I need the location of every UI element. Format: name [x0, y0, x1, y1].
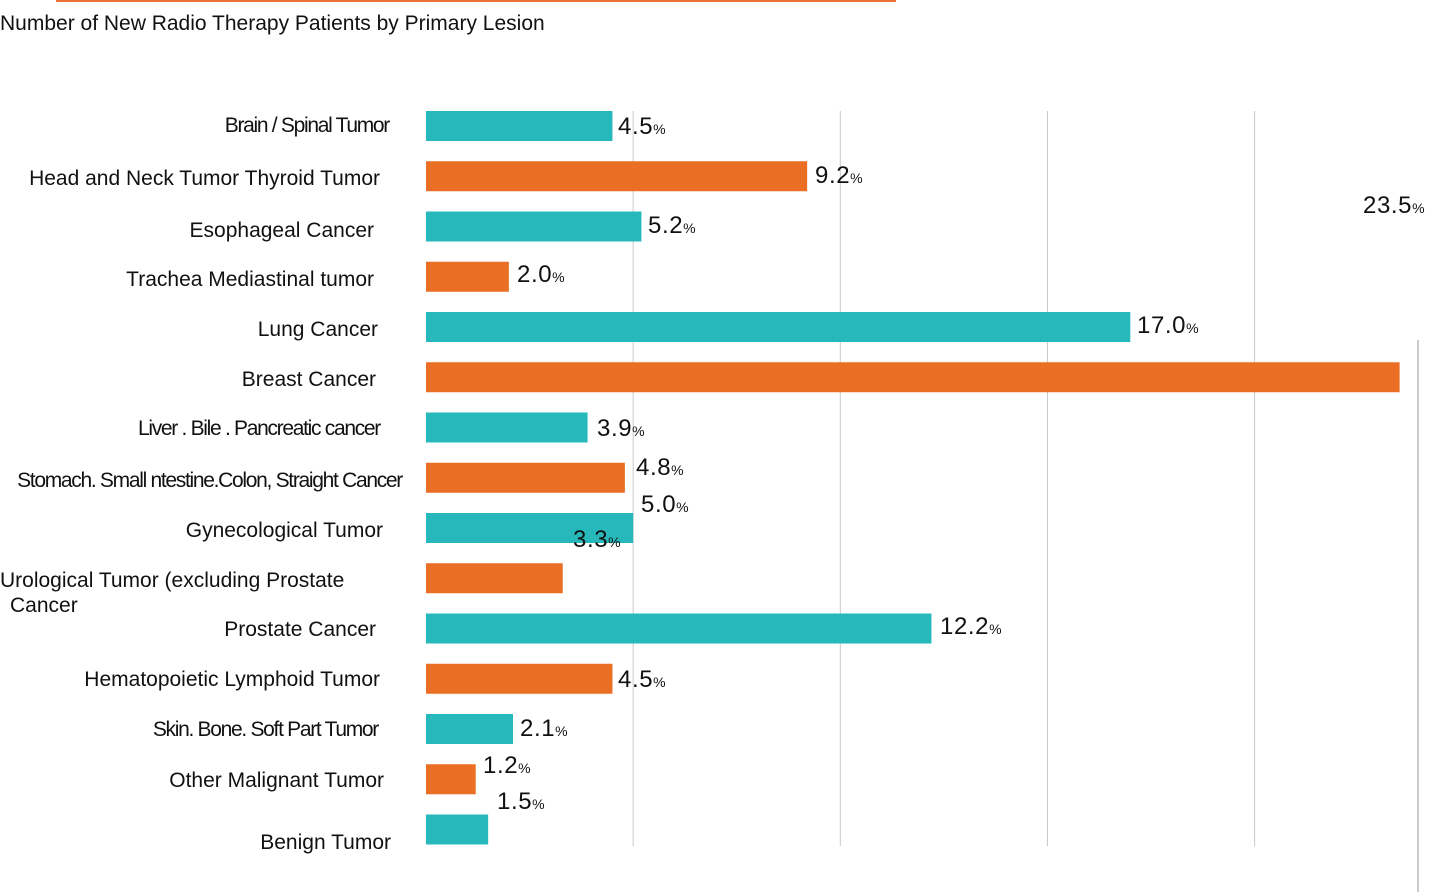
- category-label: Head and Neck Tumor Thyroid Tumor: [29, 167, 380, 190]
- bar: [426, 462, 625, 493]
- bar: [426, 111, 613, 141]
- value-label: 1.2%: [483, 752, 531, 779]
- category-label: Benign Tumor: [260, 831, 391, 854]
- category-label: Stomach. Small ntestine.Colon, Straight …: [17, 469, 403, 492]
- value-label: 17.0%: [1137, 312, 1199, 339]
- category-label: Esophageal Cancer: [190, 219, 374, 242]
- value-label: 4.5%: [618, 113, 666, 140]
- bar: [426, 814, 489, 845]
- value-label: 5.2%: [648, 212, 696, 239]
- category-label: Breast Cancer: [242, 368, 376, 391]
- value-label: 2.0%: [517, 261, 565, 288]
- chart-title: Number of New Radio Therapy Patients by …: [0, 12, 545, 35]
- category-label: Prostate Cancer: [224, 618, 376, 641]
- bar: [426, 613, 932, 644]
- value-label: 1.5%: [497, 788, 545, 815]
- bar: [426, 362, 1400, 393]
- category-label: Urological Tumor (excluding Prostate Canc…: [0, 569, 344, 617]
- value-label: 3.3%: [573, 526, 621, 553]
- category-label: Hematopoietic Lymphoid Tumor: [84, 668, 380, 691]
- bar-layer: [426, 111, 1400, 845]
- value-label: 5.0%: [641, 491, 689, 518]
- value-label: 4.8%: [636, 454, 684, 481]
- category-label: Gynecological Tumor: [186, 519, 383, 542]
- bar: [426, 714, 514, 744]
- bar: [426, 161, 808, 192]
- category-label: Skin. Bone. Soft Part Tumor: [153, 718, 379, 741]
- category-label: Liver . Bile . Pancreatic cancer: [138, 417, 381, 440]
- category-label: Brain / Spinal Tumor: [225, 114, 391, 137]
- bar: [426, 663, 613, 694]
- value-label-layer: 4.5% 9.2% 5.2% 2.0% 17.0% 23.5% 3.9% 4.8% 5.0% 3.…: [483, 113, 1425, 815]
- bar: [426, 764, 476, 795]
- bar: [426, 211, 642, 242]
- value-label: 23.5%: [1363, 192, 1425, 219]
- title-accent-rule: [56, 0, 896, 2]
- bar: [426, 563, 563, 594]
- category-label: Trachea Mediastinal tumor: [126, 268, 374, 291]
- value-label: 12.2%: [940, 613, 1002, 640]
- value-label: 9.2%: [815, 162, 863, 189]
- value-label: 4.5%: [618, 666, 666, 693]
- value-label: 3.9%: [597, 415, 645, 442]
- bar: [426, 412, 588, 443]
- category-label: Other Malignant Tumor: [169, 769, 384, 792]
- bar: [426, 261, 509, 292]
- category-label-layer: Brain / Spinal Tumor Head and Neck Tumor …: [0, 114, 405, 854]
- value-label: 2.1%: [520, 715, 568, 742]
- category-label: Lung Cancer: [258, 318, 378, 341]
- bar: [426, 513, 634, 543]
- bar: [426, 312, 1131, 342]
- grid-layer: [632, 111, 1419, 892]
